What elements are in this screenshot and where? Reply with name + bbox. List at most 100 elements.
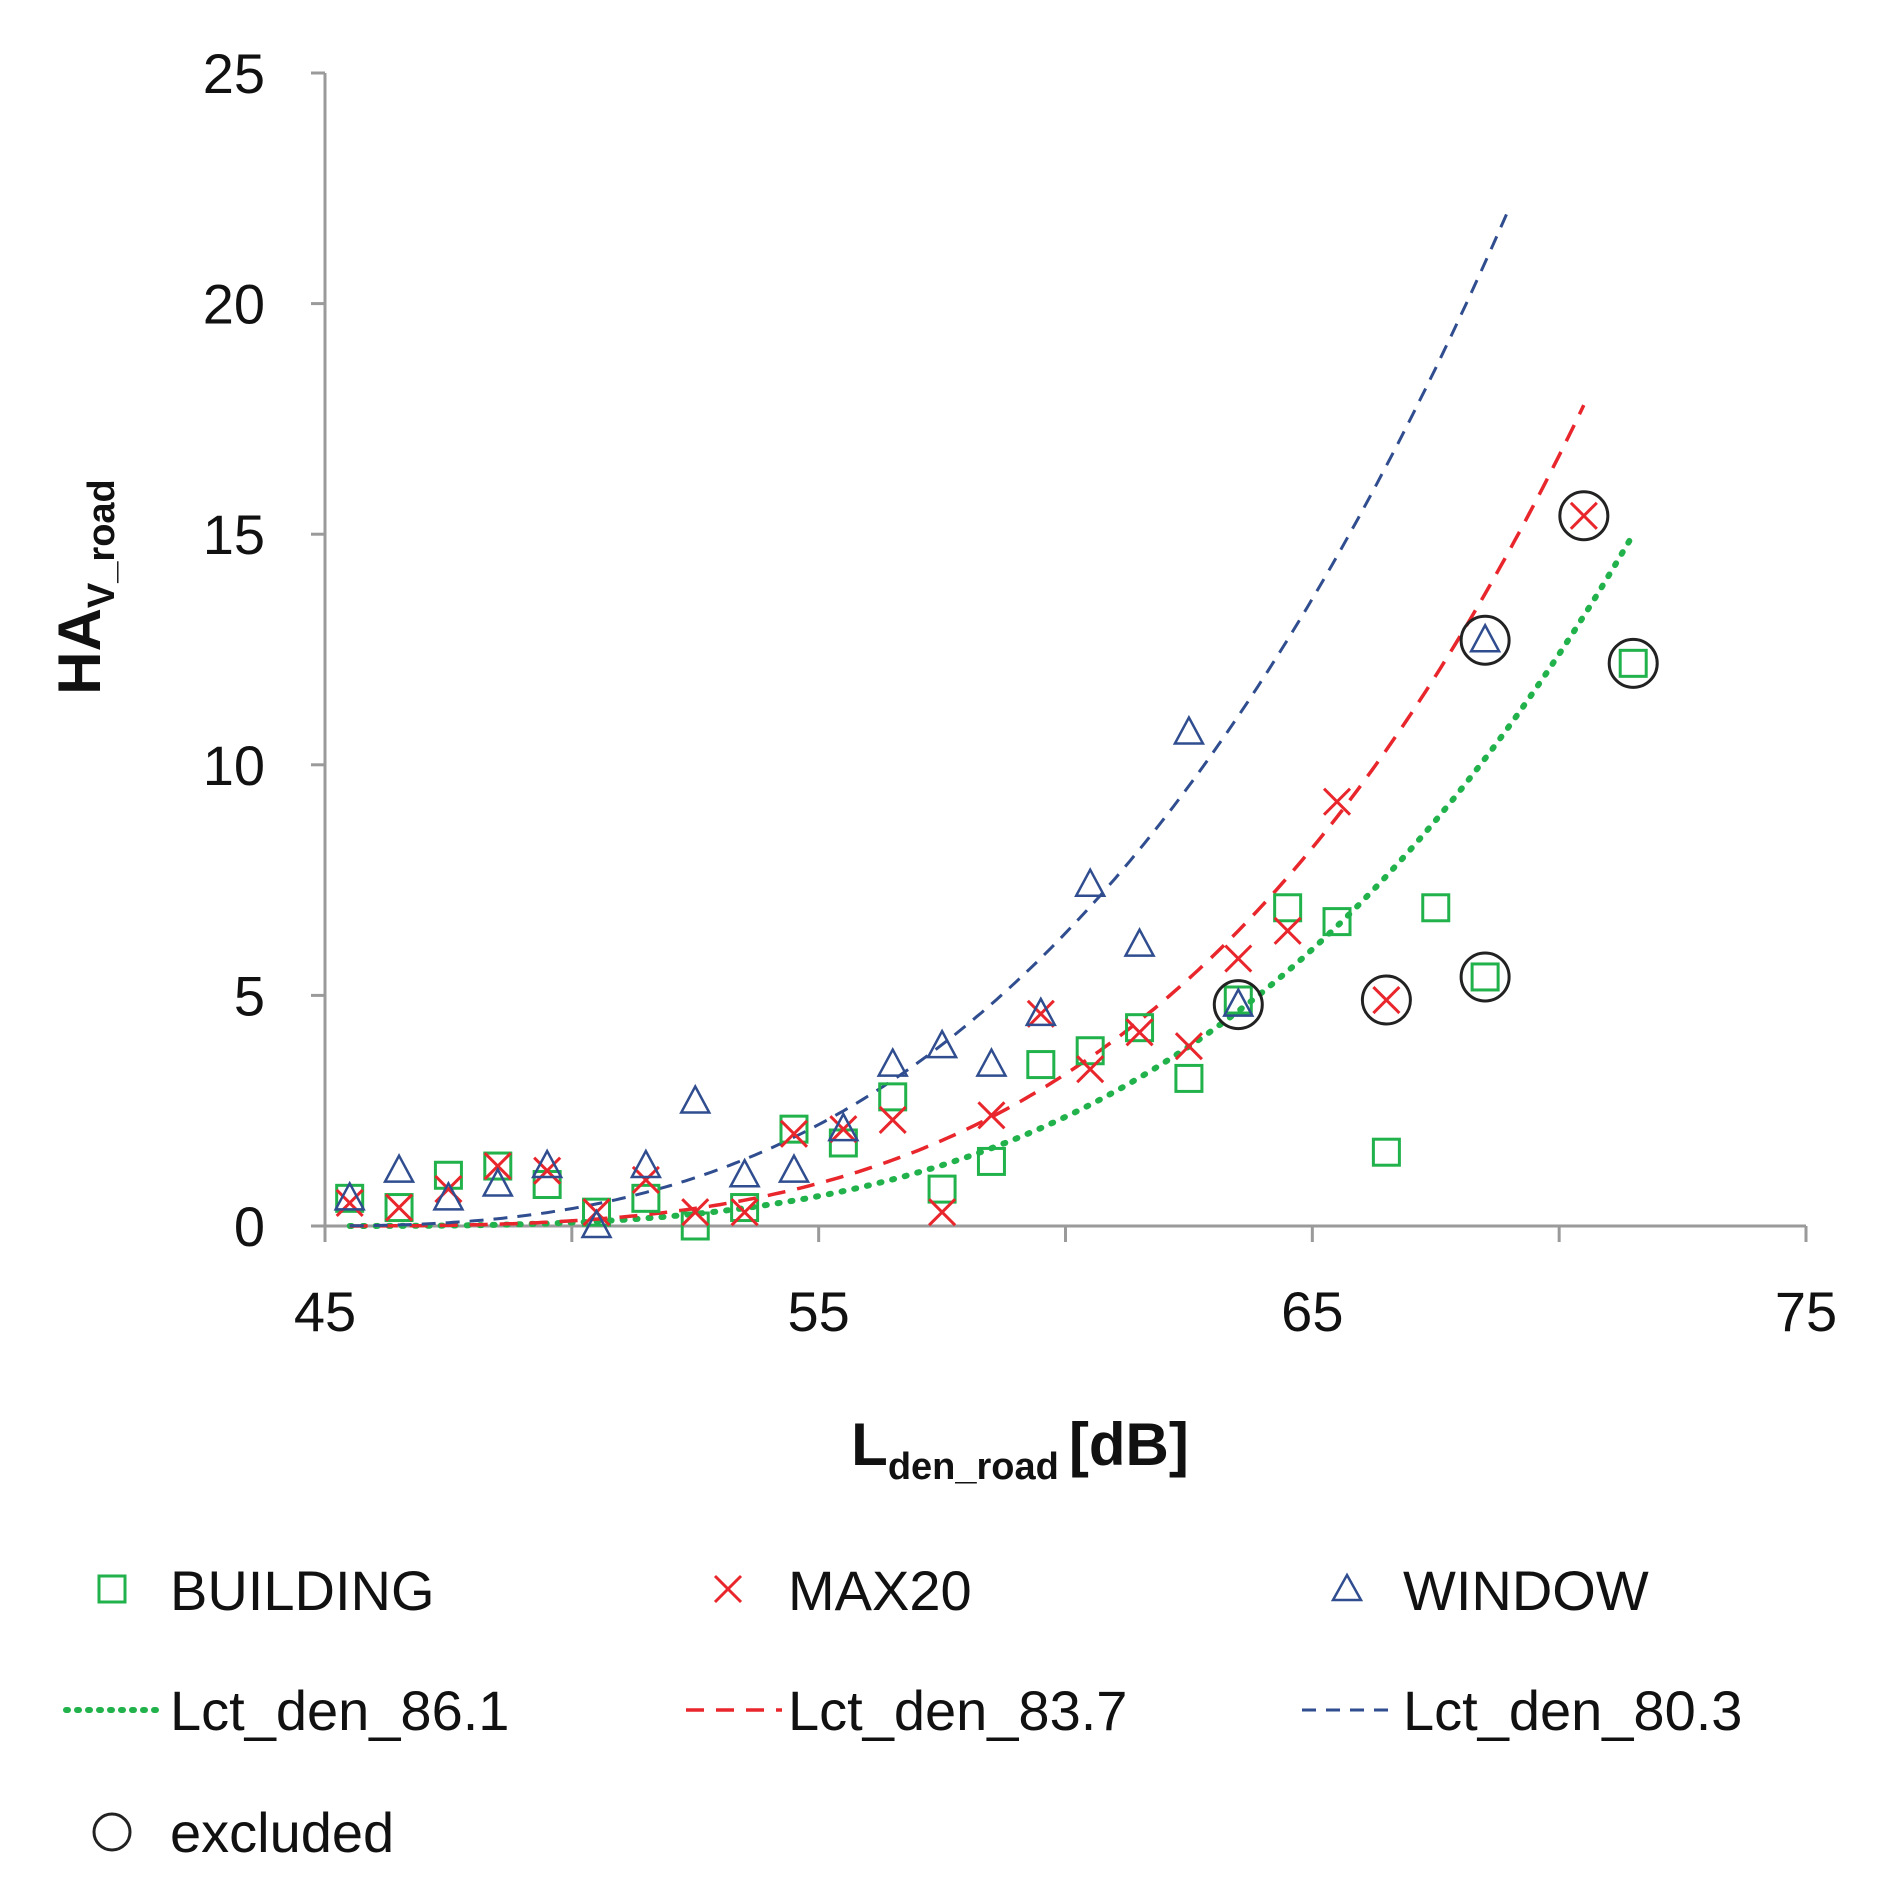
window-point-1	[382, 1153, 416, 1183]
building-point-11	[878, 1082, 908, 1112]
excluded-circle-4	[1459, 614, 1511, 666]
x-tick-label-65: 65	[1281, 1280, 1343, 1343]
max20-point-16	[1125, 1018, 1154, 1047]
window-point-10	[827, 1111, 860, 1142]
max20-point-12	[928, 1198, 957, 1227]
curve-Lct_den_86.1	[346, 531, 1637, 1229]
y-tick-label-0: 0	[234, 1195, 265, 1258]
max20-point-13	[977, 1101, 1006, 1130]
window-point-14	[1024, 996, 1057, 1027]
window-point-15	[1074, 867, 1107, 897]
excluded-circle-5	[1212, 979, 1264, 1031]
max20-point-7	[681, 1198, 710, 1227]
legend-max20-marker	[713, 1574, 743, 1604]
window-point-7	[679, 1083, 712, 1114]
building-point-19	[1273, 893, 1303, 923]
x-tick-label-55: 55	[788, 1280, 850, 1343]
max20-point-1	[384, 1193, 414, 1222]
excluded-circle-0	[1607, 637, 1659, 689]
legend-curve-80-label: Lct_den_80.3	[1403, 1679, 1742, 1742]
legend: BUILDING MAX20 WINDOW Lct_den_86.1 Lct_d…	[63, 1559, 1742, 1864]
max20-point-20	[1322, 787, 1352, 816]
y-tick-label-25: 25	[203, 42, 265, 105]
max20-point-19	[1273, 916, 1302, 945]
window-point-17	[1172, 714, 1206, 745]
max20-point-8	[730, 1198, 759, 1227]
building-point-22	[1421, 893, 1451, 923]
building-point-9	[779, 1114, 809, 1144]
max20-point-14	[1026, 999, 1055, 1028]
building-point-14	[1026, 1050, 1056, 1080]
window-point-5	[580, 1208, 613, 1239]
window-point-11	[876, 1046, 909, 1077]
y-axis-title: HAV_road	[46, 479, 123, 695]
building-point-23	[1470, 962, 1500, 992]
legend-window-marker	[1330, 1572, 1364, 1602]
y-axis-title-main: HA	[46, 608, 113, 695]
window-point-19	[1469, 622, 1502, 653]
legend-window-label: WINDOW	[1403, 1559, 1649, 1622]
legend-building-marker	[97, 1574, 127, 1604]
legend-building-label: BUILDING	[170, 1559, 435, 1622]
y-tick-label-20: 20	[203, 273, 265, 336]
max20-point-22	[1569, 501, 1598, 530]
y-axis-title-sub: V_road	[81, 479, 123, 608]
window-point-6	[629, 1148, 662, 1179]
legend-max20-label: MAX20	[788, 1559, 972, 1622]
y-tick-label-5: 5	[234, 964, 265, 1027]
y-tick-label-15: 15	[203, 503, 265, 566]
curve-Lct_den_83.7	[349, 404, 1586, 1228]
legend-curve-86-label: Lct_den_86.1	[170, 1679, 509, 1742]
building-point-10	[828, 1128, 858, 1158]
x-tick-label-75: 75	[1775, 1280, 1837, 1343]
x-axis-title-main: L	[851, 1411, 888, 1478]
max20-point-10	[829, 1115, 858, 1144]
max20-point-9	[779, 1119, 809, 1148]
building-point-12	[927, 1174, 957, 1204]
curve-Lct_den_80.3	[349, 206, 1512, 1228]
x-axis-title-unit: [dB]	[1069, 1411, 1189, 1478]
excluded-circle-2	[1558, 490, 1610, 542]
building-point-13	[976, 1146, 1006, 1176]
building-point-5	[582, 1197, 612, 1227]
window-point-13	[975, 1046, 1008, 1077]
max20-point-21	[1372, 985, 1401, 1015]
excluded-circle-1	[1459, 951, 1511, 1003]
max20-point-15	[1076, 1055, 1105, 1084]
max20-point-0	[335, 1188, 364, 1218]
building-point-3	[483, 1151, 513, 1181]
max20-point-17	[1174, 1032, 1203, 1061]
window-point-18	[1222, 986, 1255, 1017]
window-point-9	[777, 1153, 811, 1183]
y-tick-label-10: 10	[203, 734, 265, 797]
x-axis-title: Lden_road [dB]	[851, 1411, 1189, 1488]
window-point-8	[728, 1157, 761, 1188]
max20-point-4	[533, 1156, 562, 1185]
max20-point-3	[483, 1151, 512, 1181]
window-point-2	[432, 1180, 465, 1211]
axes: 0 5 10 15 20 25 45 55 65 75	[203, 42, 1837, 1343]
max20-point-11	[878, 1105, 907, 1134]
building-point-1	[384, 1193, 414, 1223]
building-point-16	[1125, 1013, 1155, 1043]
building-point-4	[532, 1169, 562, 1199]
window-point-12	[925, 1028, 959, 1059]
y-ticks: 0 5 10 15 20 25	[203, 42, 325, 1258]
max20-point-6	[631, 1165, 660, 1194]
fit-curves	[346, 206, 1637, 1229]
building-point-8	[730, 1193, 760, 1223]
x-axis-title-sub: den_road	[888, 1446, 1059, 1488]
data-points	[333, 501, 1648, 1241]
legend-excluded-label: excluded	[170, 1801, 394, 1864]
building-point-6	[631, 1183, 661, 1213]
legend-curve-83-label: Lct_den_83.7	[788, 1679, 1127, 1742]
window-point-4	[531, 1148, 564, 1179]
window-point-3	[481, 1166, 514, 1197]
window-point-0	[333, 1180, 366, 1211]
building-point-20	[1322, 907, 1352, 937]
excluded-circle-3	[1360, 974, 1412, 1026]
building-point-24	[1618, 648, 1648, 678]
building-point-21	[1371, 1137, 1401, 1167]
x-ticks: 45 55 65 75	[294, 1226, 1837, 1343]
